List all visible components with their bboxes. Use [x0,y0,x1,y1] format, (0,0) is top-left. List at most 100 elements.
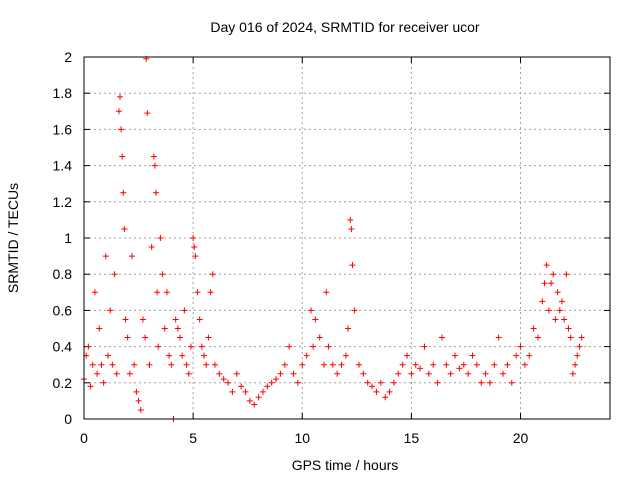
data-point [316,334,323,341]
data-point [98,361,105,368]
data-point [552,316,559,323]
data-point [131,361,138,368]
data-point [565,325,572,332]
data-point [216,370,223,377]
data-point [443,361,450,368]
x-tick-label: 0 [80,430,88,446]
data-point [192,253,199,260]
data-point [150,153,157,160]
data-point [196,316,203,323]
data-point [273,376,280,383]
data-point [412,361,419,368]
data-point [561,316,568,323]
y-tick-label: 1.4 [53,158,73,174]
data-point [369,383,376,390]
data-point [377,379,384,386]
data-point [482,370,489,377]
data-point [576,343,583,350]
data-point [251,401,258,408]
data-point [569,370,576,377]
data-point [517,343,524,350]
data-point [117,93,124,100]
data-point [166,352,173,359]
data-point [126,370,133,377]
data-point [390,379,397,386]
y-tick-label: 0.8 [53,266,73,282]
y-axis-title: SRMTID / TECUs [5,183,21,293]
data-point [312,316,319,323]
data-point [277,370,284,377]
data-point [187,343,194,350]
data-point [329,361,336,368]
data-point [342,352,349,359]
data-point [521,361,528,368]
data-point [246,397,253,404]
data-point [456,365,463,372]
data-point [286,343,293,350]
data-point [129,253,136,260]
y-tick-label: 1.8 [53,85,73,101]
data-point [135,397,142,404]
data-point [107,307,114,314]
data-point [109,361,116,368]
data-point [386,388,393,395]
data-point [572,361,579,368]
data-point [473,361,480,368]
data-point [155,343,162,350]
data-point [345,325,352,332]
data-point [478,379,485,386]
plot-frame [83,56,611,420]
data-point [121,225,128,232]
x-tick-label: 5 [189,430,197,446]
data-point [550,271,557,278]
data-point [185,370,192,377]
data-point [323,289,330,296]
data-point [360,370,367,377]
data-point [211,361,218,368]
x-axis-title: GPS time / hours [292,457,399,473]
data-point [115,108,122,115]
data-point [334,370,341,377]
data-point [144,110,151,117]
data-point [349,262,356,269]
data-point [154,289,161,296]
data-point [183,361,190,368]
data-point [460,361,467,368]
data-point [430,361,437,368]
data-point [281,361,288,368]
data-point [574,352,581,359]
y-tick-label: 0.4 [53,339,73,355]
data-point [111,271,118,278]
data-point [491,361,498,368]
data-point [142,334,149,341]
data-point [268,379,275,386]
data-point [325,343,332,350]
data-point [102,253,109,260]
y-tick-label: 0.6 [53,302,73,318]
data-point [172,316,179,323]
data-point [220,376,227,383]
data-point [541,280,548,287]
data-point [395,370,402,377]
data-point [190,235,197,241]
data-point [465,370,472,377]
data-point [399,361,406,368]
data-point [255,394,262,401]
data-point [558,298,565,305]
data-point [434,379,441,386]
data-point [203,361,210,368]
data-point [567,334,574,341]
data-point [508,379,515,386]
data-point [229,388,236,395]
data-point [177,334,184,341]
data-point [179,352,186,359]
data-point [148,244,155,251]
data-point [408,370,415,377]
data-point [417,365,424,372]
data-point [94,370,101,377]
data-point [534,334,541,341]
data-point [364,379,371,386]
x-tick-label: 20 [513,430,529,446]
data-point [259,388,266,395]
